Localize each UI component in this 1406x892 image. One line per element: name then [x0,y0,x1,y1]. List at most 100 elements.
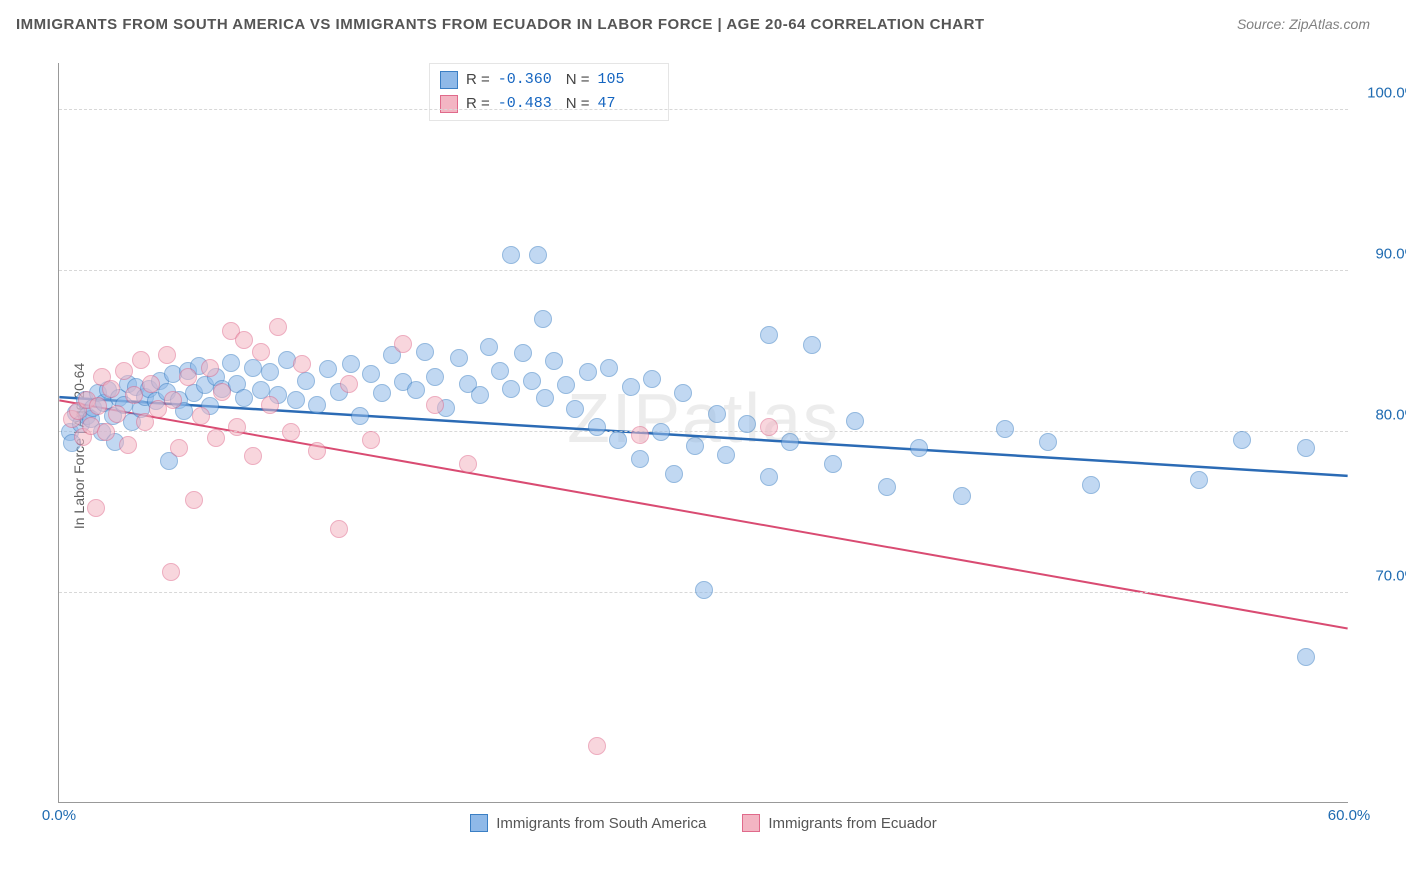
swatch-series1 [440,71,458,89]
point-south-america [287,391,305,409]
point-south-america [450,349,468,367]
point-south-america [244,359,262,377]
point-south-america [491,362,509,380]
legend-item-series2: Immigrants from Ecuador [742,814,936,832]
trend-lines [59,63,1348,802]
point-ecuador [164,391,182,409]
legend-label-series1: Immigrants from South America [496,815,706,832]
point-south-america [717,446,735,464]
point-ecuador [89,397,107,415]
point-ecuador [235,331,253,349]
point-south-america [407,381,425,399]
point-south-america [373,384,391,402]
gridline [59,431,1348,432]
point-south-america [557,376,575,394]
point-south-america [824,455,842,473]
stats-row-series1: R = -0.360 N = 105 [440,68,658,92]
point-ecuador [132,351,150,369]
point-ecuador [97,423,115,441]
point-south-america [686,437,704,455]
point-south-america [803,336,821,354]
gridline [59,270,1348,271]
stats-row-series2: R = -0.483 N = 47 [440,92,658,116]
point-south-america [1233,431,1251,449]
point-south-america [674,384,692,402]
point-ecuador [426,396,444,414]
point-south-america [480,338,498,356]
x-tick-label: 0.0% [42,807,76,824]
r-label: R = [466,68,490,92]
point-south-america [566,400,584,418]
source-label: Source: ZipAtlas.com [1237,16,1370,32]
y-tick-label: 90.0% [1354,246,1406,263]
n-value-series1: 105 [598,68,658,92]
point-south-america [609,431,627,449]
point-south-america [878,478,896,496]
point-ecuador [261,396,279,414]
point-south-america [261,363,279,381]
point-south-america [319,360,337,378]
bottom-legend: Immigrants from South America Immigrants… [59,814,1348,832]
point-south-america [502,380,520,398]
swatch-series1 [470,814,488,832]
point-south-america [222,354,240,372]
point-south-america [643,370,661,388]
point-ecuador [269,318,287,336]
point-south-america [536,389,554,407]
point-ecuador [108,405,126,423]
point-south-america [426,368,444,386]
point-south-america [235,389,253,407]
swatch-series2 [440,95,458,113]
point-ecuador [244,447,262,465]
point-ecuador [179,368,197,386]
point-ecuador [459,455,477,473]
point-south-america [708,405,726,423]
point-south-america [351,407,369,425]
point-south-america [534,310,552,328]
point-south-america [760,326,778,344]
point-south-america [579,363,597,381]
point-ecuador [170,439,188,457]
r-value-series2: -0.483 [498,92,558,116]
stats-box: R = -0.360 N = 105 R = -0.483 N = 47 [429,63,669,121]
point-south-america [996,420,1014,438]
point-south-america [665,465,683,483]
point-ecuador [631,426,649,444]
point-ecuador [308,442,326,460]
point-south-america [416,343,434,361]
point-south-america [910,439,928,457]
point-south-america [308,396,326,414]
point-south-america [529,246,547,264]
point-south-america [545,352,563,370]
correlation-chart: IMMIGRANTS FROM SOUTH AMERICA VS IMMIGRA… [8,8,1398,884]
point-ecuador [115,362,133,380]
point-south-america [600,359,618,377]
x-tick-label: 60.0% [1328,807,1371,824]
point-south-america [471,386,489,404]
point-ecuador [125,386,143,404]
swatch-series2 [742,814,760,832]
point-south-america [652,423,670,441]
point-south-america [846,412,864,430]
point-ecuador [282,423,300,441]
point-south-america [760,468,778,486]
point-ecuador [162,563,180,581]
point-ecuador [158,346,176,364]
point-south-america [738,415,756,433]
point-ecuador [185,491,203,509]
n-label: N = [566,92,590,116]
point-south-america [695,581,713,599]
point-ecuador [293,355,311,373]
r-label: R = [466,92,490,116]
legend-item-series1: Immigrants from South America [470,814,706,832]
point-south-america [362,365,380,383]
point-ecuador [394,335,412,353]
point-ecuador [201,359,219,377]
plot-area: ZIPatlas R = -0.360 N = 105 R = -0.483 N… [58,63,1348,803]
point-south-america [631,450,649,468]
point-south-america [502,246,520,264]
point-south-america [1190,471,1208,489]
point-ecuador [228,418,246,436]
point-ecuador [142,375,160,393]
point-south-america [297,372,315,390]
